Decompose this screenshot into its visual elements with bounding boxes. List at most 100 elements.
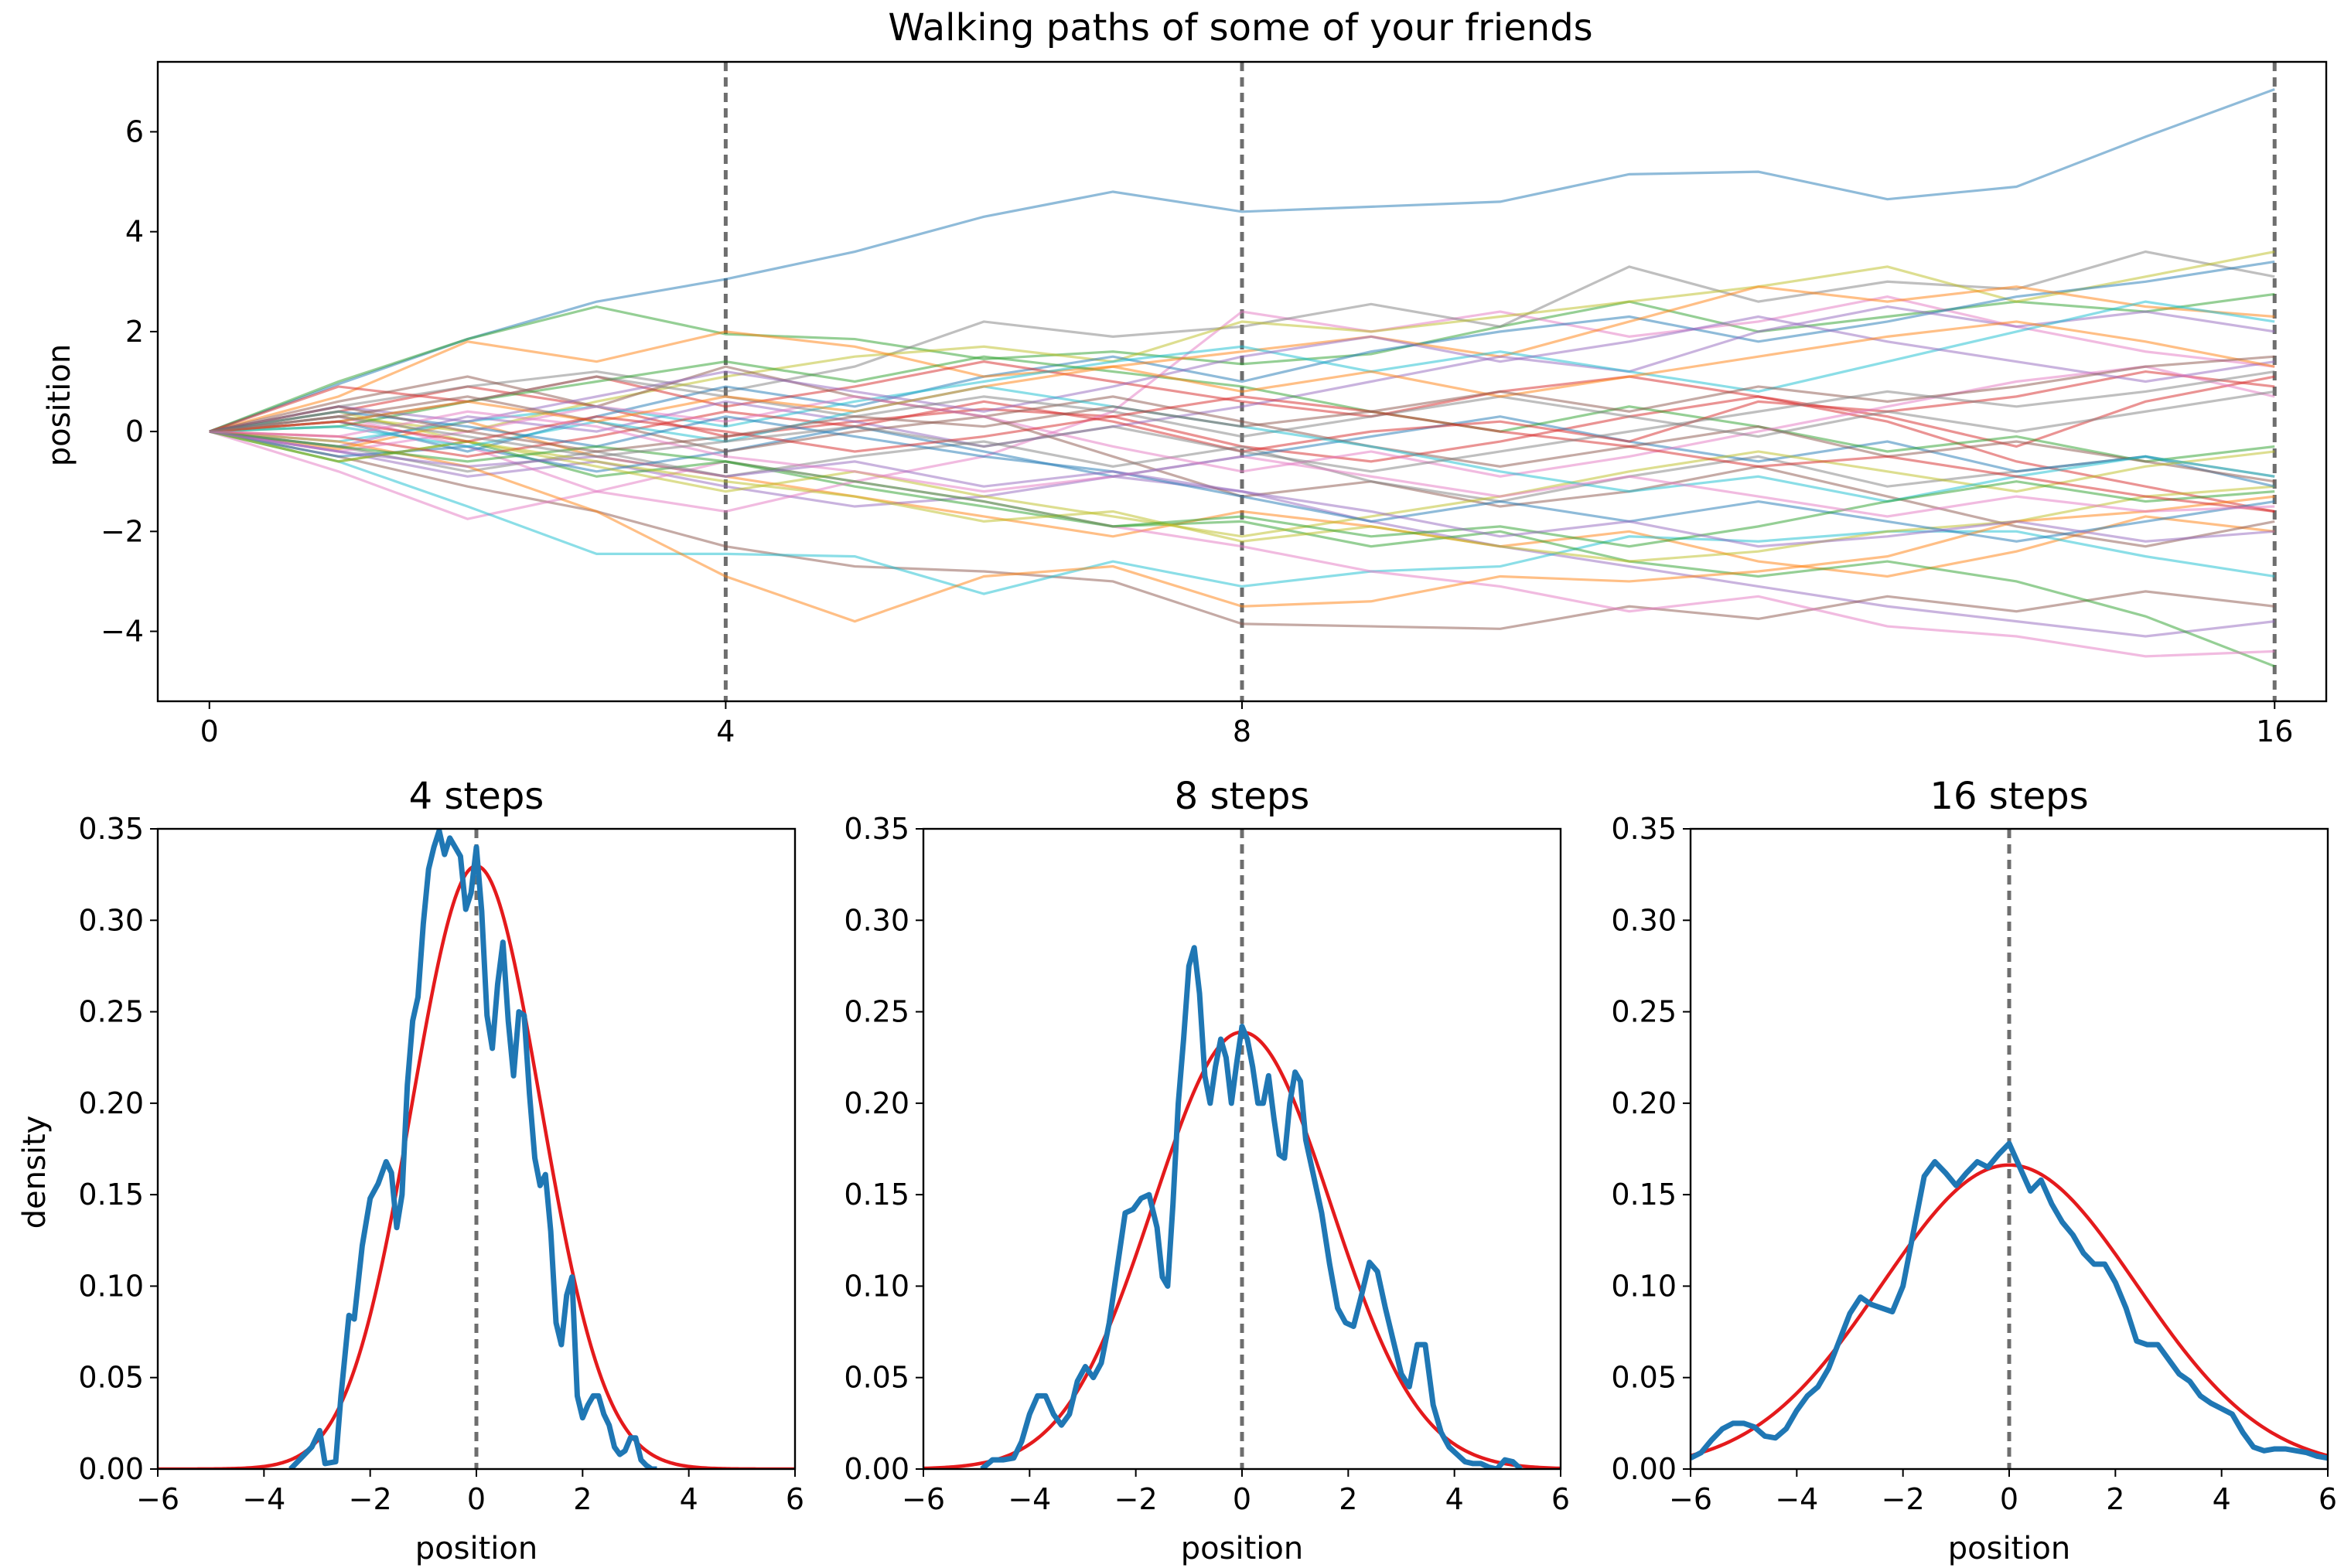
y-tick-label: 0.35: [844, 812, 909, 846]
walk-path-line: [209, 295, 2275, 520]
walk-path-line: [209, 410, 2275, 518]
empirical-density-line: [980, 945, 1523, 1469]
y-tick-label: −2: [101, 514, 144, 548]
walk-path-line: [209, 430, 2275, 668]
y-tick-label: 0.00: [1611, 1452, 1677, 1486]
empirical-density-line: [288, 829, 657, 1469]
density-panel-4-steps: 4 steps density position −6 −4 −2 0 2 4 6 0.00 0…: [17, 775, 804, 1566]
y-tick-label: 0.10: [78, 1269, 144, 1303]
panel-4-steps-plot-area: −6 −4 −2 0 2 4 6 0.00 0.05 0.10 0.15 0.20 0.25 0.30 0.…: [78, 812, 804, 1516]
walk-path-line: [209, 250, 2275, 433]
walk-path-line: [209, 430, 2275, 538]
x-tick-label: 8: [1233, 714, 1251, 748]
panel-16-steps-title: 16 steps: [1930, 775, 2088, 818]
x-tick-label: 2: [2106, 1482, 2124, 1516]
y-tick-label: 0.20: [844, 1086, 909, 1120]
x-tick-label: 0: [2000, 1482, 2018, 1516]
walk-path-line: [209, 375, 2275, 438]
y-tick-label: 0.05: [78, 1361, 144, 1395]
walk-path-line: [209, 285, 2275, 433]
walking-paths-plot-area: 0 4 8 16 −4 −2 0 2 4 6: [101, 60, 2328, 748]
y-tick-label: 6: [125, 114, 144, 148]
x-tick-label: −4: [1775, 1482, 1818, 1516]
x-tick-label: 6: [786, 1482, 804, 1516]
walking-paths-title: Walking paths of some of your friends: [888, 6, 1592, 49]
walk-path-line: [209, 415, 2275, 658]
x-tick-label: 2: [573, 1482, 592, 1516]
plot-content: [209, 62, 2277, 701]
x-tick-label: 0: [1233, 1482, 1251, 1516]
y-tick-label: 0.10: [1611, 1269, 1677, 1303]
panel-4-steps-title: 4 steps: [409, 775, 544, 818]
y-tick-label: 0.25: [844, 995, 909, 1029]
walk-path-line: [209, 300, 2275, 443]
panel-8-steps-title: 8 steps: [1175, 775, 1310, 818]
walk-path-line: [209, 88, 2275, 433]
y-tick-label: 0.35: [1611, 812, 1677, 846]
y-tick-label: 0.15: [1611, 1178, 1677, 1212]
y-tick-label: 0.35: [78, 812, 144, 846]
plot-content: [1691, 829, 2328, 1469]
y-tick-label: 0.15: [78, 1178, 144, 1212]
walk-path-line: [209, 395, 2275, 513]
y-tick-label: 0: [125, 414, 144, 448]
x-tick-label: 16: [2256, 714, 2293, 748]
panel-8-steps-plot-area: −6 −4 −2 0 2 4 6 0.00 0.05 0.10 0.15 0.20 0.25 0.30 0.…: [844, 812, 1570, 1516]
x-tick-label: 4: [716, 714, 735, 748]
y-tick-label: 0.25: [78, 995, 144, 1029]
x-tick-label: −2: [349, 1482, 392, 1516]
y-tick-label: 0.15: [844, 1178, 909, 1212]
density-panel-8-steps: 8 steps position −6 −4 −2 0 2 4 6 0.00 0.05 0.10 0…: [844, 775, 1570, 1566]
y-tick-label: 0.30: [844, 903, 909, 937]
empirical-density-line: [1691, 1140, 2328, 1461]
x-tick-label: 0: [200, 714, 219, 748]
y-tick-label: 0.20: [78, 1086, 144, 1120]
walk-path-line: [209, 430, 2275, 548]
walking-paths-panel: Walking paths of some of your friends po…: [42, 6, 2328, 748]
y-tick-label: 2: [125, 315, 144, 349]
walk-path-line: [209, 430, 2275, 630]
x-tick-label: −6: [136, 1482, 179, 1516]
y-tick-label: 0.10: [844, 1269, 909, 1303]
plot-content: [158, 829, 795, 1469]
x-tick-label: −4: [242, 1482, 285, 1516]
walk-path-line: [209, 395, 2275, 483]
x-tick-label: 4: [680, 1482, 698, 1516]
x-tick-label: −2: [1882, 1482, 1925, 1516]
walk-path-line: [209, 370, 2275, 473]
walk-path-line: [209, 410, 2275, 543]
y-tick-label: 4: [125, 215, 144, 249]
walk-path-line: [209, 315, 2275, 433]
walk-path-line: [209, 305, 2275, 448]
walking-paths-ylabel: position: [42, 344, 77, 466]
y-tick-label: 0.05: [1611, 1361, 1677, 1395]
y-tick-label: 0.30: [1611, 903, 1677, 937]
panel-4-steps-xlabel: position: [415, 1531, 537, 1566]
x-tick-label: −2: [1114, 1482, 1158, 1516]
walk-path-line: [209, 320, 2275, 433]
walk-path-line: [209, 355, 2275, 463]
x-tick-label: −6: [902, 1482, 945, 1516]
x-tick-label: 4: [1445, 1482, 1464, 1516]
x-tick-label: 4: [2213, 1482, 2231, 1516]
x-tick-label: 2: [1339, 1482, 1357, 1516]
panel-16-steps-xlabel: position: [1948, 1531, 2070, 1566]
x-tick-label: −4: [1008, 1482, 1051, 1516]
walk-path-line: [209, 430, 2275, 623]
panel-16-steps-plot-area: −6 −4 −2 0 2 4 6 0.00 0.05 0.10 0.15 0.20 0.25 0.30 0.…: [1611, 812, 2337, 1516]
y-tick-label: −4: [101, 615, 144, 649]
y-tick-label: 0.25: [1611, 995, 1677, 1029]
y-tick-label: 0.00: [844, 1452, 909, 1486]
density-panel-16-steps: 16 steps position −6 −4 −2 0 2 4 6 0.00 0.05 0.10…: [1611, 775, 2337, 1566]
plot-content: [923, 829, 1561, 1469]
walk-path-line: [209, 292, 2275, 433]
walk-path-line: [209, 430, 2275, 548]
y-tick-label: 0.30: [78, 903, 144, 937]
panel-8-steps-xlabel: position: [1181, 1531, 1303, 1566]
x-tick-label: −6: [1669, 1482, 1712, 1516]
panel-4-steps-ylabel: density: [17, 1116, 53, 1229]
y-tick-label: 0.05: [844, 1361, 909, 1395]
x-tick-label: 6: [1551, 1482, 1570, 1516]
